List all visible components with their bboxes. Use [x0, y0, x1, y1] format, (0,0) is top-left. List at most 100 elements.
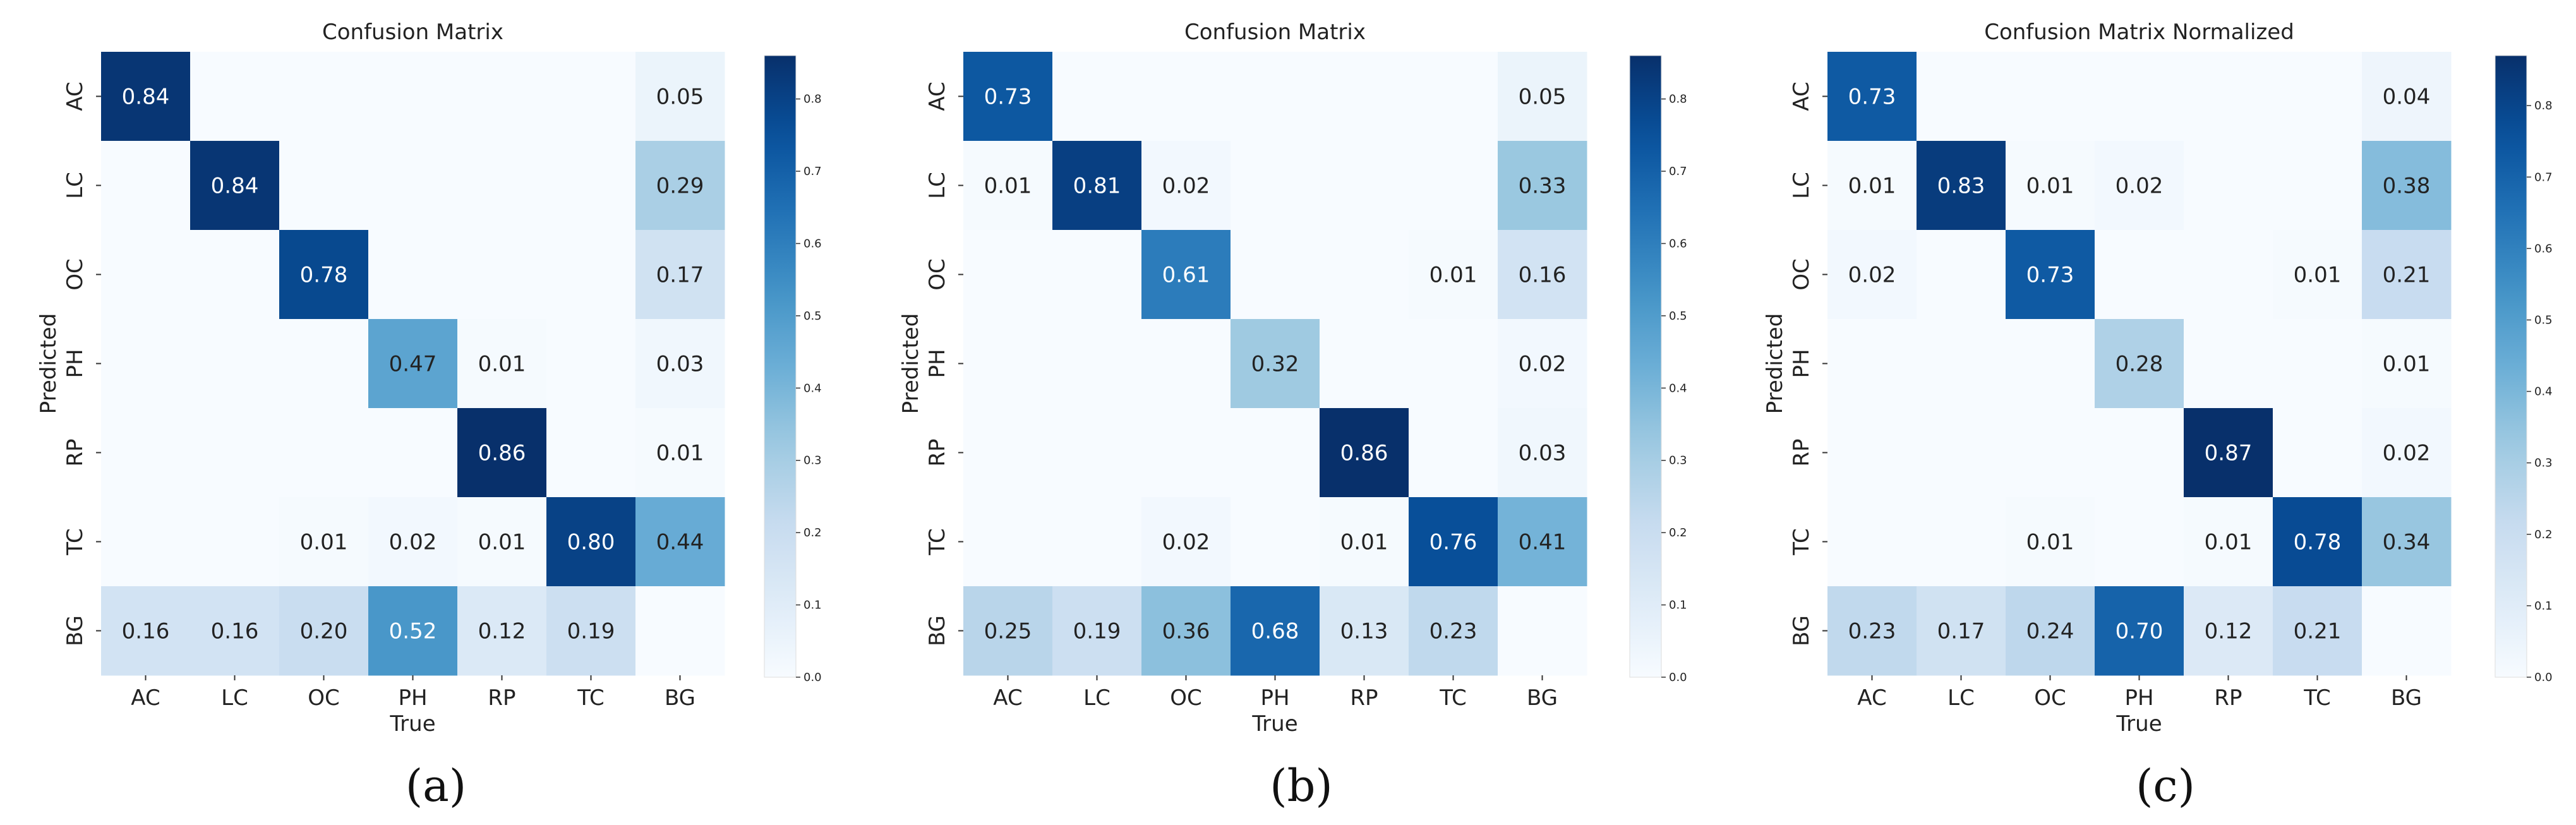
heatmap-cell-LC-PH [1231, 141, 1320, 231]
heatmap-cell-PH-PH [1231, 319, 1320, 409]
x-tick-label: LC [1083, 685, 1110, 711]
cell-value-label: 0.78 [2294, 530, 2342, 555]
heatmap-cell-TC-AC [1827, 497, 1917, 587]
heatmap-cell-AC-OC [1141, 52, 1231, 142]
heatmap-cell-OC-OC [2006, 230, 2095, 320]
y-tick-label: PH [925, 349, 950, 378]
x-tick-label: BG [2391, 685, 2422, 711]
heatmap-cell-PH-OC [2006, 319, 2095, 409]
colorbar-tick-label: 0.7 [1669, 165, 1687, 178]
heatmap-cell-TC-OC [2006, 497, 2095, 587]
heatmap-cell-PH-RP [1320, 319, 1409, 409]
y-tick-label: OC [925, 258, 950, 291]
heatmap-cell-LC-LC [1917, 141, 2006, 231]
cell-value-label: 0.01 [1848, 174, 1896, 199]
heatmap-cell-BG-AC [963, 586, 1053, 676]
colorbar [764, 55, 797, 678]
cell-value-label: 0.13 [1340, 619, 1388, 644]
colorbar-tick-label: 0.4 [1669, 382, 1687, 395]
heatmap-cell-OC-TC [1409, 230, 1498, 320]
x-tick-label: AC [131, 685, 160, 711]
heatmap-cell-OC-AC [101, 230, 191, 320]
heatmap-cell-OC-PH [1231, 230, 1320, 320]
heatmap-cell-RP-OC [2006, 408, 2095, 498]
cell-value-label: 0.12 [2205, 619, 2253, 644]
heatmap-cell-RP-LC [1917, 408, 2006, 498]
cell-value-label: 0.01 [2383, 352, 2431, 377]
cell-value-label: 0.01 [2205, 530, 2253, 555]
x-tick-label: PH [398, 685, 427, 711]
x-tick-label: AC [1857, 685, 1886, 711]
cell-value-label: 0.41 [1519, 530, 1567, 555]
y-axis-label: Predicted [36, 313, 61, 414]
heatmap-cell-RP-PH [1231, 408, 1320, 498]
heatmap-cell-LC-AC [101, 141, 191, 231]
y-tick-label: PH [1789, 349, 1814, 378]
heatmap-cell-TC-BG [2362, 497, 2452, 587]
cell-value-label: 0.84 [211, 174, 259, 199]
heatmap-cell-TC-AC [101, 497, 191, 587]
heatmap-cell-PH-PH [2095, 319, 2184, 409]
heatmap-cell-LC-BG [2362, 141, 2452, 231]
heatmap-cell-BG-AC [101, 586, 191, 676]
cell-value-label: 0.02 [1162, 530, 1210, 555]
heatmap-cell-LC-TC [2273, 141, 2362, 231]
x-tick-label: LC [221, 685, 248, 711]
heatmap-cell-LC-PH [2095, 141, 2184, 231]
heatmap-cell-TC-RP [2184, 497, 2273, 587]
y-tick-label: RP [1789, 438, 1814, 466]
x-tick-label: TC [577, 685, 605, 711]
heatmap-cell-BG-OC [279, 586, 369, 676]
heatmap-cell-RP-PH [2095, 408, 2184, 498]
cell-value-label: 0.84 [122, 85, 170, 110]
heatmap-cell-LC-BG [1498, 141, 1587, 231]
heatmap-cell-OC-BG [1498, 230, 1587, 320]
heatmap-cell-RP-BG [2362, 408, 2452, 498]
heatmap-cell-TC-BG [635, 497, 725, 587]
heatmap-cell-AC-LC [190, 52, 280, 142]
cell-value-label: 0.12 [478, 619, 526, 644]
heatmap-cell-LC-AC [1827, 141, 1917, 231]
heatmap-cell-OC-BG [635, 230, 725, 320]
heatmap-cell-BG-BG [1498, 586, 1587, 676]
y-tick-label: RP [63, 438, 88, 466]
heatmap-cell-PH-AC [963, 319, 1053, 409]
heatmap-cell-OC-TC [2273, 230, 2362, 320]
chart-title: Confusion Matrix [322, 20, 503, 45]
heatmap-cell-OC-RP [1320, 230, 1409, 320]
heatmap-cell-OC-LC [190, 230, 280, 320]
heatmap-cell-AC-BG [1498, 52, 1587, 142]
heatmap-cell-LC-OC [2006, 141, 2095, 231]
heatmap-cell-AC-TC [2273, 52, 2362, 142]
cell-value-label: 0.01 [478, 352, 526, 377]
heatmap-cell-RP-RP [457, 408, 547, 498]
cell-value-label: 0.73 [1848, 85, 1896, 110]
cell-value-label: 0.01 [984, 174, 1032, 199]
heatmap-cell-OC-PH [2095, 230, 2184, 320]
cell-value-label: 0.03 [656, 352, 704, 377]
colorbar-tick-label: 0.5 [2534, 313, 2553, 327]
heatmap-cell-TC-PH [1231, 497, 1320, 587]
heatmap-cell-PH-LC [190, 319, 280, 409]
heatmap-cell-RP-BG [635, 408, 725, 498]
heatmap-cell-BG-PH [1231, 586, 1320, 676]
y-axis-label: Predicted [898, 313, 924, 414]
colorbar [1629, 55, 1662, 678]
x-axis-label: True [389, 711, 435, 737]
cell-value-label: 0.28 [2116, 352, 2164, 377]
heatmap-cell-LC-OC [1141, 141, 1231, 231]
heatmap-cell-PH-BG [635, 319, 725, 409]
heatmap-cell-BG-BG [2362, 586, 2452, 676]
x-tick-label: TC [1439, 685, 1467, 711]
cell-value-label: 0.83 [1937, 174, 1985, 199]
heatmap-cell-BG-TC [1409, 586, 1498, 676]
heatmap-cell-RP-OC [1141, 408, 1231, 498]
cell-value-label: 0.19 [567, 619, 615, 644]
cell-value-label: 0.01 [2294, 263, 2342, 288]
y-tick-label: BG [925, 615, 950, 646]
x-tick-label: LC [1947, 685, 1975, 711]
heatmap-cell-RP-AC [101, 408, 191, 498]
cell-value-label: 0.29 [656, 174, 704, 199]
cell-value-label: 0.01 [2026, 530, 2074, 555]
heatmap-panel-1: Confusion Matrix 0.84 0.05 0.84 0.29 0.78 0.17… [36, 20, 822, 812]
